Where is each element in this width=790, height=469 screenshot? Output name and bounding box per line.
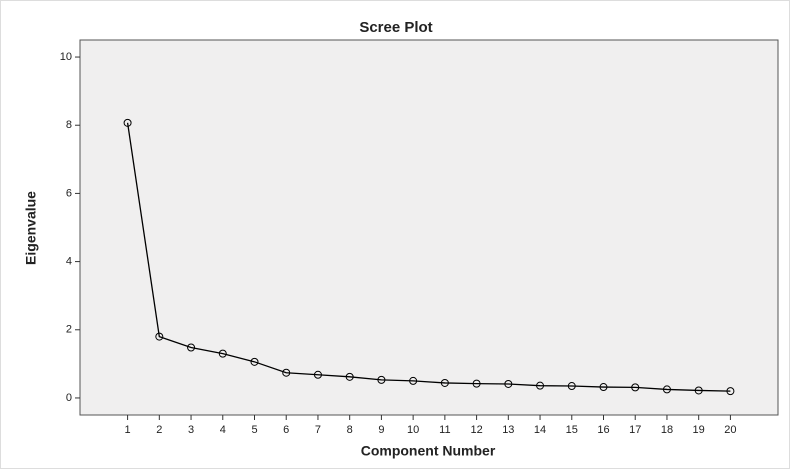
point-marker [631,383,640,392]
x-tick-label: 3 [188,424,194,436]
y-tick-label: 0 [66,392,72,404]
y-tick-label: 6 [66,187,72,199]
point-marker [694,386,703,395]
point-marker [218,349,227,358]
point-marker [282,368,291,377]
x-axis-label: Component Number [361,443,496,459]
x-tick-label: 6 [283,424,289,436]
point-marker [313,370,322,379]
x-tick-label: 1 [125,424,131,436]
point-marker [345,372,354,381]
point-marker [504,379,513,388]
point-marker [472,379,481,388]
point-marker [155,332,164,341]
x-tick-label: 20 [724,424,736,436]
point-marker [377,375,386,384]
series-line [126,122,731,392]
x-tick-label: 8 [347,424,353,436]
x-tick-label: 14 [534,424,546,436]
x-tick-label: 5 [251,424,257,436]
point-marker [567,382,576,391]
point-marker [440,378,449,387]
y-axis-label: Eigenvalue [23,191,39,265]
x-tick-label: 13 [502,424,514,436]
point-marker [536,381,545,390]
x-tick-label: 4 [220,424,226,436]
y-tick-label: 10 [60,51,72,63]
x-tick-label: 7 [315,424,321,436]
x-tick-label: 18 [661,424,673,436]
point-marker [250,357,259,366]
point-marker [187,343,196,352]
x-tick-label: 9 [378,424,384,436]
x-tick-label: 15 [566,424,578,436]
x-tick-label: 11 [439,424,450,436]
y-tick-label: 2 [66,324,72,336]
y-tick-label: 8 [66,119,72,131]
point-marker [123,118,132,127]
point-marker [662,385,671,394]
x-tick-label: 17 [629,424,641,436]
chart-title: Scree Plot [359,19,432,36]
x-tick-label: 2 [156,424,162,436]
x-tick-label: 10 [407,424,419,436]
x-tick-label: 19 [693,424,705,436]
point-marker [726,387,735,396]
y-tick-label: 4 [66,255,72,267]
point-marker [409,376,418,385]
x-tick-label: 12 [470,424,482,436]
x-tick-label: 16 [597,424,609,436]
plot-area [79,39,779,416]
point-marker [599,383,608,392]
